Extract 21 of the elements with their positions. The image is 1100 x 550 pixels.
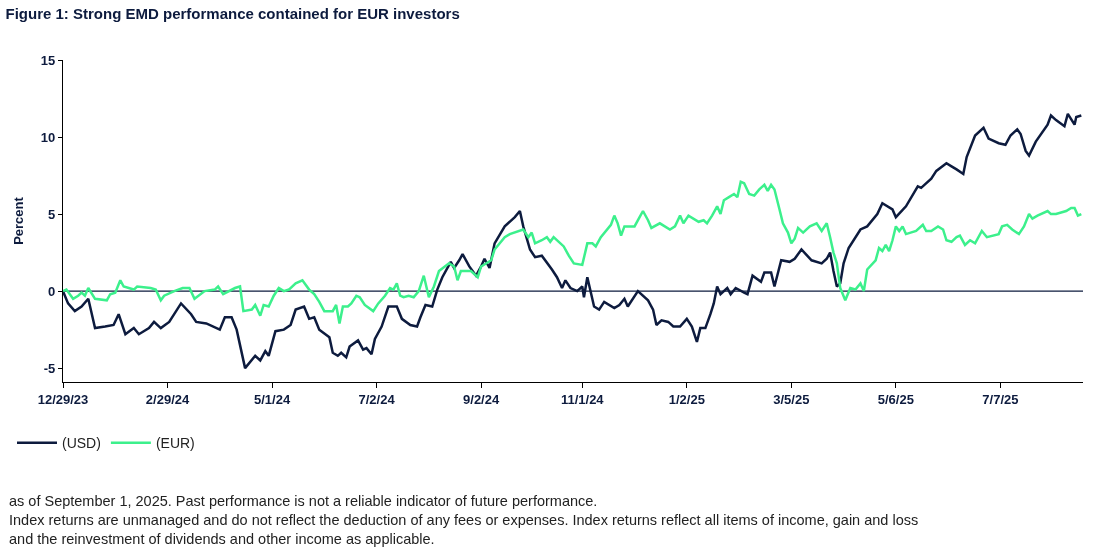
legend-label: (USD) [62,435,101,452]
y-tick-label: 15 [40,52,56,68]
x-tick-label: 9/2/24 [463,391,500,407]
y-tick-label: 5 [48,206,56,222]
text: as of September 1, 2025. Past performance is not a reliable indicator of future performance. Index returns are unmanaged and do not reflect the deduction of any fees or expenses. Index returns reflect all items of income, gain and loss and the reinvestment of dividends and other income as applicable. [9,493,919,547]
y-axis-title: Percent [10,196,26,245]
legend-label: (EUR) [155,435,195,452]
x-tick-label: 7/2/24 [358,391,396,407]
y-tick-label: 10 [40,129,56,145]
x-tick-label: 5/1/24 [253,391,291,407]
x-tick-label: 2/29/24 [145,391,190,407]
line-series [63,180,1083,325]
x-tick-label: 7/7/25 [982,391,1019,407]
x-tick-label: 5/6/25 [877,391,914,407]
x-tick-label: 11/1/24 [560,391,605,407]
y-tick-label: -5 [43,360,56,376]
x-tick-label: 3/5/25 [773,391,810,407]
x-tick-label: 1/2/25 [668,391,705,407]
x-tick-label: 12/29/23 [37,391,89,407]
chart-title: Figure 1: Strong EMD performance contained for EUR investors [5,4,460,22]
y-tick-label: 0 [48,283,56,299]
